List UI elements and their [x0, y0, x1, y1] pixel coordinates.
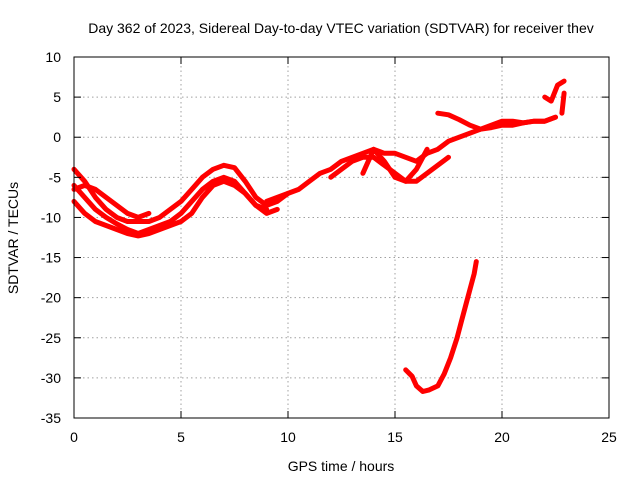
y-tick-label: -5: [49, 169, 62, 185]
y-tick-label: -35: [41, 410, 61, 426]
y-tick-labels: 10 5 0 -5 -10 -15 -20 -25 -30 -35: [41, 49, 61, 426]
series-line-track-g: [360, 146, 430, 184]
y-axis-label: SDTVAR / TECUs: [5, 182, 21, 294]
data-series: [71, 78, 567, 394]
y-tick-label: -30: [41, 370, 61, 386]
series-line-track-a: [71, 162, 291, 224]
chart-title: Day 362 of 2023, Sidereal Day-to-day VTE…: [88, 20, 594, 36]
x-tick-label: 25: [601, 429, 617, 445]
y-tick-label: -20: [41, 290, 61, 306]
y-tick-label: 0: [53, 129, 61, 145]
series-line-track-e: [264, 114, 558, 204]
y-tick-label: 10: [45, 49, 61, 65]
x-tick-label: 20: [494, 429, 510, 445]
x-tick-label: 5: [177, 429, 185, 445]
series-line-track-h: [435, 110, 558, 132]
x-tick-label: 0: [70, 429, 78, 445]
plot-frame: [73, 56, 610, 419]
series-line-track-i: [542, 78, 567, 104]
x-axis-label: GPS time / hours: [288, 458, 395, 474]
series-line-track-j: [559, 90, 567, 116]
series-line-track-k: [403, 259, 479, 394]
y-tick-label: -15: [41, 250, 61, 266]
x-tick-label: 15: [387, 429, 403, 445]
series-line-track-d: [71, 182, 152, 220]
series-line-track-c: [71, 178, 270, 239]
x-tick-label: 10: [280, 429, 296, 445]
y-tick-label: -10: [41, 209, 61, 225]
axis-ticks: [73, 56, 610, 419]
y-tick-label: -25: [41, 330, 61, 346]
grid-lines: [74, 57, 609, 418]
y-tick-label: 5: [53, 89, 61, 105]
x-tick-labels: 0 5 10 15 20 25: [70, 429, 617, 445]
